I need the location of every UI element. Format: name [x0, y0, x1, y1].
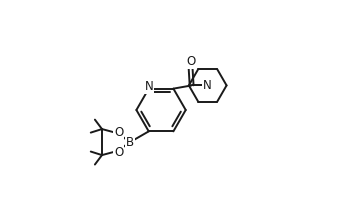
Text: O: O — [114, 145, 123, 158]
Text: N: N — [145, 80, 154, 93]
Text: O: O — [114, 126, 123, 139]
Text: N: N — [203, 79, 212, 92]
Text: B: B — [126, 136, 134, 149]
Text: O: O — [186, 55, 195, 68]
